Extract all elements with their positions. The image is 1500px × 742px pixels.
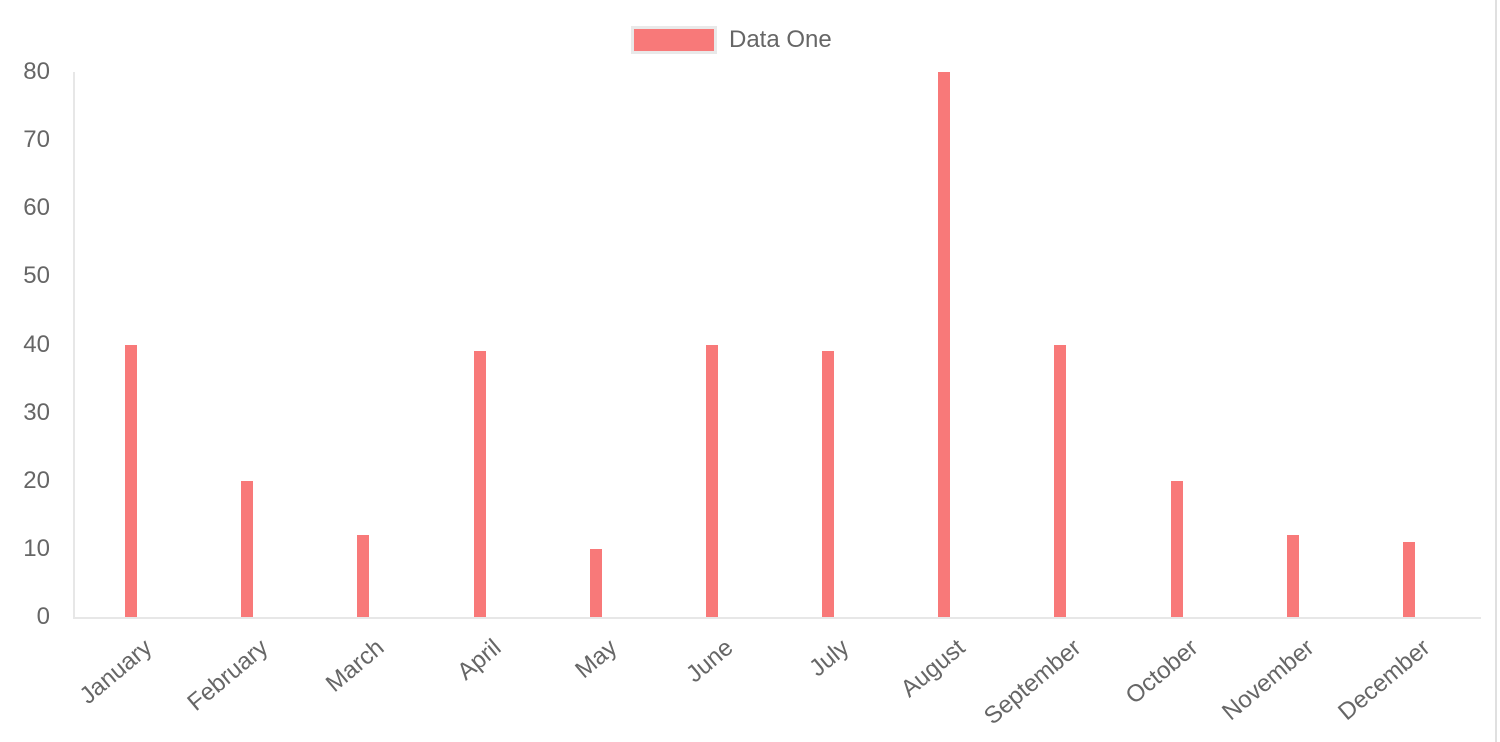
bar-august[interactable] [938, 72, 951, 617]
y-axis-line [73, 72, 75, 618]
y-axis-tick-label: 50 [23, 262, 50, 290]
y-axis-tick-label: 70 [23, 126, 50, 154]
bar-december[interactable] [1402, 542, 1415, 617]
x-axis-line [73, 617, 1481, 619]
bar-october[interactable] [1170, 480, 1183, 617]
legend-swatch [631, 26, 717, 54]
y-axis-tick-label: 30 [23, 398, 50, 426]
y-axis-tick-label: 60 [23, 194, 50, 222]
y-axis-tick-label: 20 [23, 466, 50, 494]
bar-february[interactable] [241, 480, 254, 617]
y-axis-tick-label: 80 [23, 58, 50, 85]
x-axis-tick-label: January [74, 634, 158, 710]
bar-january[interactable] [125, 344, 138, 617]
y-axis-tick-label: 0 [36, 603, 50, 630]
bar-september[interactable] [1054, 344, 1067, 617]
bar-april[interactable] [473, 351, 486, 617]
bar-november[interactable] [1286, 535, 1299, 617]
y-axis-tick-label: 10 [23, 534, 50, 562]
bar-july[interactable] [822, 351, 835, 617]
bar-may[interactable] [589, 548, 602, 617]
bar-june[interactable] [705, 344, 718, 617]
legend-item-data-one[interactable]: Data One [631, 26, 832, 54]
legend-label: Data One [729, 26, 832, 53]
bar-march[interactable] [357, 535, 370, 617]
y-axis-tick-label: 40 [23, 330, 50, 358]
scrollbar-track[interactable] [1495, 0, 1497, 742]
